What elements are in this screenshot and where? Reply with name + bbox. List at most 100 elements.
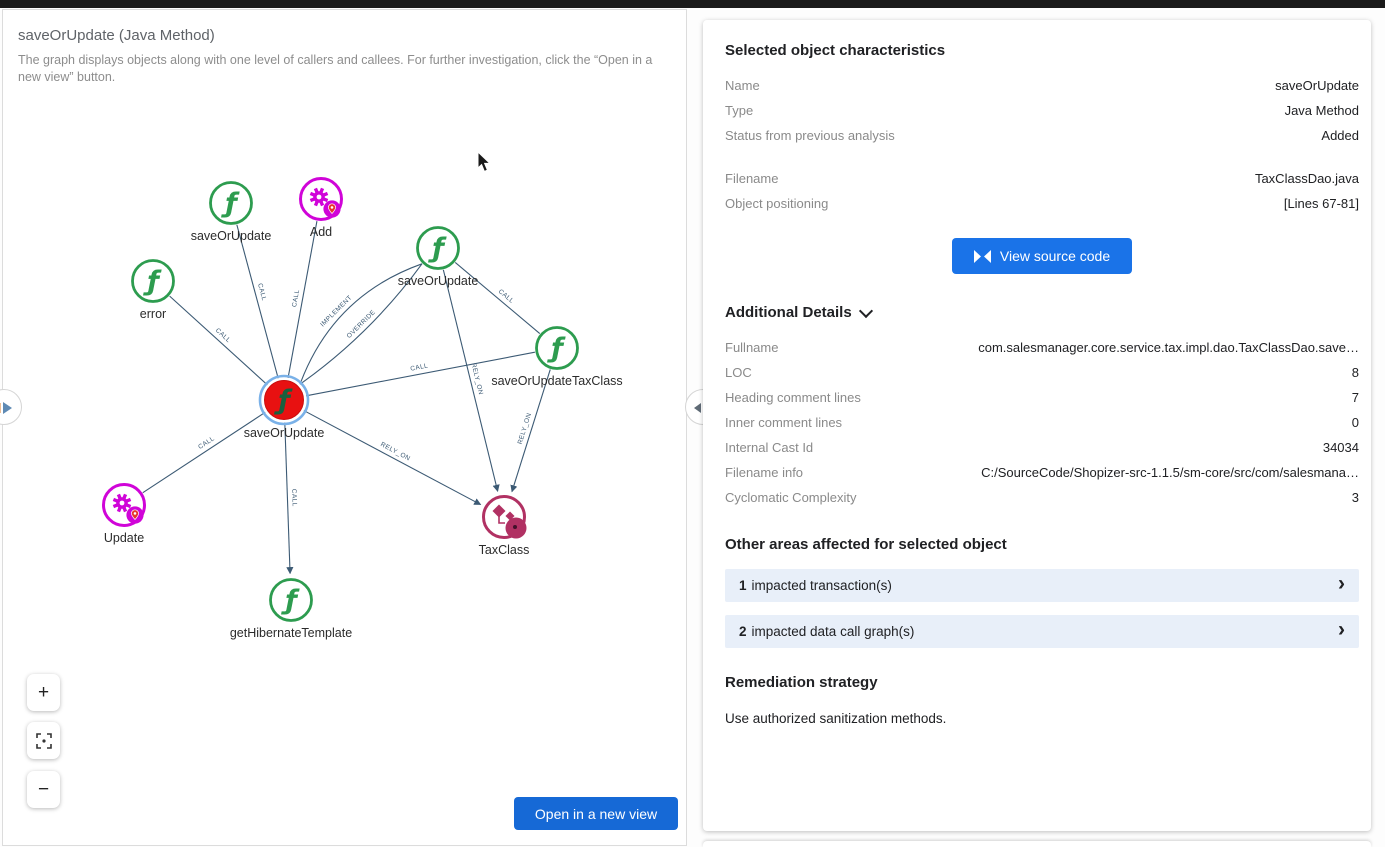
edge-label: CALL	[497, 288, 515, 305]
edge-label: CALL	[290, 489, 298, 507]
node-label: saveOrUpdate	[244, 426, 325, 440]
impacted-label: impacted transaction(s)	[751, 578, 892, 593]
graph-description: The graph displays objects along with on…	[18, 53, 653, 84]
details-panel: Selected object characteristics Name save…	[703, 20, 1371, 831]
fit-screen-button[interactable]	[27, 722, 60, 759]
graph-node-saveOrUpdate[interactable]: ƒ saveOrUpdate	[244, 374, 325, 440]
characteristics-rows: Name saveOrUpdate Type Java Method Status fr…	[725, 73, 1359, 216]
detail-value: com.salesmanager.core.service.tax.impl.d…	[978, 340, 1359, 355]
node-label: saveOrUpdateTaxClass	[491, 374, 622, 388]
detail-row: Type Java Method	[725, 98, 1359, 123]
graph-node-saveOrUpdateTaxClass[interactable]: ƒ saveOrUpdateTaxClass	[491, 326, 623, 389]
characteristics-title: Selected object characteristics	[725, 42, 946, 59]
detail-row: Cyclomatic Complexity 3	[725, 485, 1359, 510]
detail-row: Filename TaxClassDao.java	[725, 166, 1359, 191]
impacted-label: impacted data call graph(s)	[751, 624, 915, 639]
zoom-out-button[interactable]: −	[27, 771, 60, 808]
edge-label: CALL	[214, 327, 232, 344]
detail-label: Filename	[725, 171, 779, 186]
detail-value: 0	[1351, 415, 1359, 430]
edge-label: OVERRIDE	[346, 309, 378, 340]
impacted-area-item[interactable]: 1 impacted transaction(s) ›	[725, 569, 1359, 602]
detail-label: Inner comment lines	[725, 415, 843, 430]
detail-label: Internal Cast Id	[725, 440, 814, 455]
graph-node-saveOrUpdate[interactable]: ƒ saveOrUpdate	[191, 181, 272, 244]
detail-label: Type	[725, 103, 754, 118]
detail-value: 7	[1351, 390, 1359, 405]
detail-value: 34034	[1322, 440, 1359, 455]
other-areas-title: Other areas affected for selected object	[725, 536, 1007, 553]
detail-label: Status from previous analysis	[725, 128, 895, 143]
remediation-title: Remediation strategy	[725, 674, 878, 691]
minus-icon: −	[37, 778, 50, 800]
graph-panel: saveOrUpdate (Java Method) The graph dis…	[0, 9, 688, 847]
detail-value: 3	[1351, 490, 1359, 505]
code-icon	[973, 249, 991, 263]
next-card-edge	[703, 841, 1371, 847]
detail-label: Cyclomatic Complexity	[725, 490, 857, 505]
detail-value: [Lines 67-81]	[1283, 196, 1359, 211]
plus-icon: +	[37, 681, 50, 703]
edge-label: RELY_ON	[517, 412, 533, 445]
edge-label: CALL	[197, 435, 216, 451]
chevron-right-icon: ›	[1338, 618, 1345, 641]
zoom-in-button[interactable]: +	[27, 674, 60, 711]
graph-title: saveOrUpdate (Java Method)	[18, 27, 215, 44]
mouse-cursor	[477, 152, 491, 173]
graph-node-Update[interactable]: Update	[102, 483, 146, 546]
detail-value: 8	[1351, 365, 1359, 380]
detail-row: Inner comment lines 0	[725, 410, 1359, 435]
detail-row: Heading comment lines 7	[725, 385, 1359, 410]
impacted-area-item[interactable]: 2 impacted data call graph(s) ›	[725, 615, 1359, 648]
node-label: saveOrUpdate	[398, 274, 479, 288]
detail-row: LOC 8	[725, 360, 1359, 385]
detail-label: Name	[725, 78, 760, 93]
detail-value: Java Method	[1284, 103, 1359, 118]
node-label: error	[140, 307, 166, 321]
svg-text:ƒ: ƒ	[427, 233, 447, 264]
detail-label: Object positioning	[725, 196, 829, 211]
detail-row: Filename info C:/SourceCode/Shopizer-src-…	[725, 460, 1359, 485]
detail-row: Fullname com.salesmanager.core.service.ta…	[725, 335, 1359, 360]
detail-label: Filename info	[725, 465, 804, 480]
collapse-left-icon	[694, 403, 701, 413]
node-label: getHibernateTemplate	[230, 626, 352, 640]
remediation-text: Use authorized sanitization methods.	[725, 711, 947, 726]
edge-label: CALL	[291, 289, 301, 308]
graph-node-Add[interactable]: Add	[299, 177, 343, 240]
window-top-bar	[0, 0, 1385, 8]
svg-text:ƒ: ƒ	[280, 585, 300, 616]
expand-panel-handle-left[interactable]	[0, 389, 22, 425]
additional-details-rows: Fullname com.salesmanager.core.service.ta…	[725, 335, 1359, 510]
detail-label: Fullname	[725, 340, 779, 355]
other-areas-list: 1 impacted transaction(s) › 2 impacted data …	[725, 569, 1359, 648]
detail-row: Object positioning [Lines 67-81]	[725, 191, 1359, 216]
chevron-down-icon	[858, 303, 873, 318]
detail-value: Added	[1321, 128, 1359, 143]
chevron-right-icon: ›	[1338, 572, 1345, 595]
node-label: Add	[310, 225, 332, 239]
detail-row: Internal Cast Id 34034	[725, 435, 1359, 460]
detail-row: Name saveOrUpdate	[725, 73, 1359, 98]
graph-node-TaxClass[interactable]: TaxClass	[479, 495, 530, 558]
additional-details-header[interactable]: Additional Details	[725, 303, 1359, 321]
node-label: TaxClass	[479, 543, 530, 557]
view-source-code-button[interactable]: View source code	[951, 238, 1133, 274]
svg-text:ƒ: ƒ	[273, 385, 293, 416]
graph-node-saveOrUpdate[interactable]: ƒ saveOrUpdate	[398, 226, 479, 289]
svg-text:ƒ: ƒ	[220, 188, 240, 219]
edge-label: IMPLEMENT	[319, 294, 353, 328]
graph-node-getHibernateTemplate[interactable]: ƒ getHibernateTemplate	[230, 578, 352, 641]
impacted-count: 1	[739, 578, 747, 593]
open-in-new-view-button[interactable]: Open in a new view	[514, 797, 678, 830]
expand-right-icon	[0, 402, 12, 414]
edge-label: CALL	[256, 283, 267, 302]
svg-text:ƒ: ƒ	[142, 266, 162, 297]
node-label: saveOrUpdate	[191, 229, 272, 243]
detail-value: saveOrUpdate	[1275, 78, 1359, 93]
fit-screen-icon	[35, 732, 52, 749]
graph-node-error[interactable]: ƒ error	[131, 259, 175, 322]
edge-label: RELY_ON	[470, 362, 485, 395]
edge-label: CALL	[410, 363, 429, 373]
